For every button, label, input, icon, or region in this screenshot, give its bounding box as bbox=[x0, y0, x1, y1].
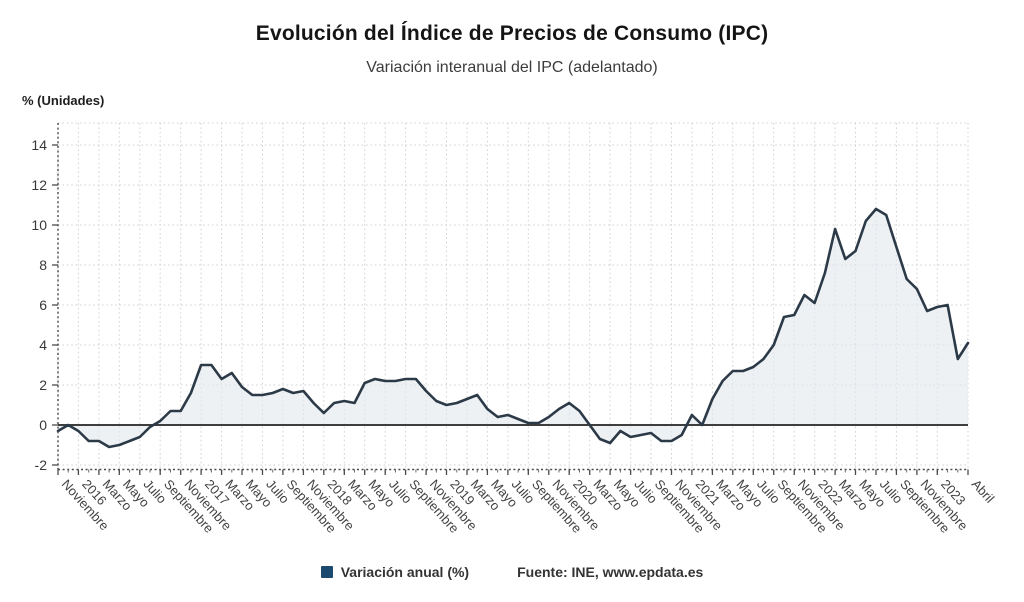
y-tick-label: 10 bbox=[31, 217, 47, 233]
y-tick-label: 0 bbox=[39, 417, 47, 433]
legend-item-series: Variación anual (%) bbox=[320, 564, 470, 580]
y-tick-label: -2 bbox=[35, 457, 48, 473]
x-tick-label: Abril bbox=[969, 476, 998, 505]
legend-series-label: Variación anual (%) bbox=[340, 564, 470, 580]
y-axis-unit-label: % (Unidades) bbox=[22, 93, 105, 108]
source-label: Fuente: INE, www.epdata.es bbox=[517, 564, 704, 580]
legend: Variación anual (%) Fuente: INE, www.epd… bbox=[0, 564, 1024, 580]
series-line bbox=[56, 207, 970, 449]
source-note: Fuente: INE, www.epdata.es bbox=[517, 564, 703, 580]
area-fill bbox=[58, 209, 968, 447]
chart-title: Evolución del Índice de Precios de Consu… bbox=[255, 22, 769, 45]
y-tick-label: 8 bbox=[39, 257, 47, 273]
y-tick-label: 12 bbox=[31, 177, 47, 193]
chart-subtitle: Variación interanual del IPC (adelantado… bbox=[366, 59, 658, 76]
chart-header: Evolución del Índice de Precios de Consu… bbox=[0, 22, 1024, 77]
y-tick-label: 6 bbox=[39, 297, 47, 313]
y-tick-label: 2 bbox=[39, 377, 47, 393]
y-tick-label: 4 bbox=[39, 337, 47, 353]
y-tick-label: 14 bbox=[31, 137, 47, 153]
legend-swatch bbox=[320, 566, 333, 578]
